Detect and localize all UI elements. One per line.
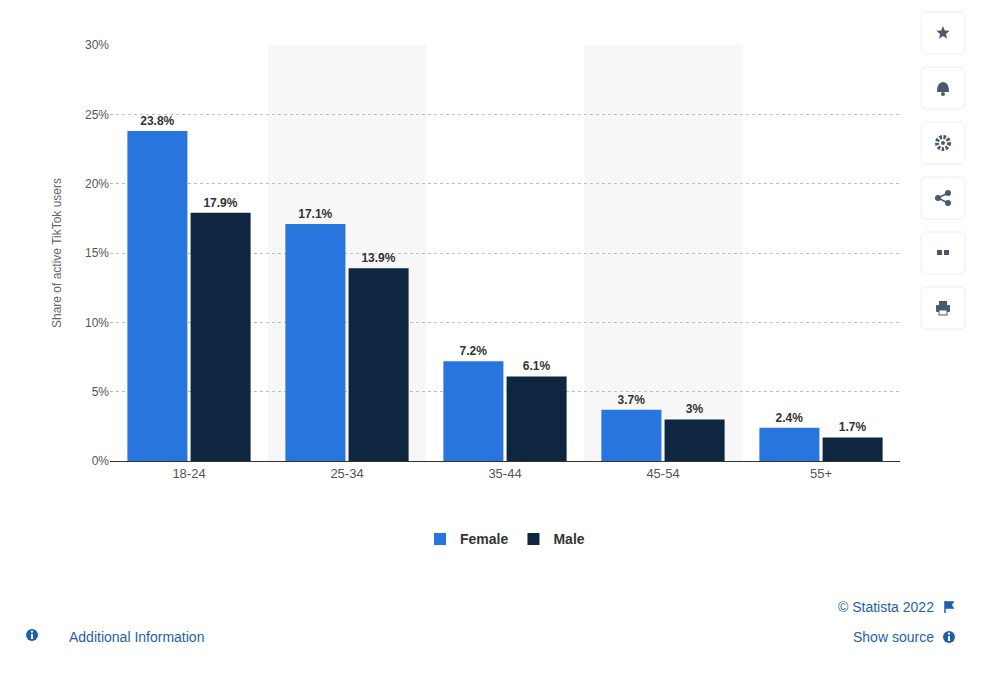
svg-text:25-34: 25-34 (330, 466, 363, 481)
svg-text:Male: Male (553, 531, 584, 547)
svg-text:5%: 5% (92, 385, 110, 399)
svg-text:25%: 25% (85, 108, 109, 122)
svg-text:2.4%: 2.4% (776, 411, 804, 425)
svg-text:13.9%: 13.9% (361, 251, 395, 265)
svg-text:18-24: 18-24 (172, 466, 205, 481)
svg-text:17.9%: 17.9% (203, 196, 237, 210)
svg-text:55+: 55+ (810, 466, 832, 481)
svg-text:30%: 30% (85, 38, 109, 52)
svg-text:45-54: 45-54 (646, 466, 679, 481)
svg-text:© Statista 2022: © Statista 2022 (838, 599, 934, 615)
svg-text:20%: 20% (85, 177, 109, 191)
svg-text:6.1%: 6.1% (523, 359, 551, 373)
svg-text:3.7%: 3.7% (618, 393, 646, 407)
svg-text:1.7%: 1.7% (839, 420, 867, 434)
svg-text:10%: 10% (85, 316, 109, 330)
svg-text:3%: 3% (686, 402, 704, 416)
svg-text:35-44: 35-44 (488, 466, 521, 481)
svg-text:Share of active TikTok users: Share of active TikTok users (50, 178, 64, 328)
svg-text:0%: 0% (92, 454, 110, 468)
svg-text:15%: 15% (85, 246, 109, 260)
svg-text:17.1%: 17.1% (298, 207, 332, 221)
svg-text:7.2%: 7.2% (460, 344, 488, 358)
svg-text:Female: Female (460, 531, 508, 547)
svg-text:Show source: Show source (853, 629, 934, 645)
svg-text:Additional Information: Additional Information (69, 629, 204, 645)
svg-text:23.8%: 23.8% (140, 114, 174, 128)
